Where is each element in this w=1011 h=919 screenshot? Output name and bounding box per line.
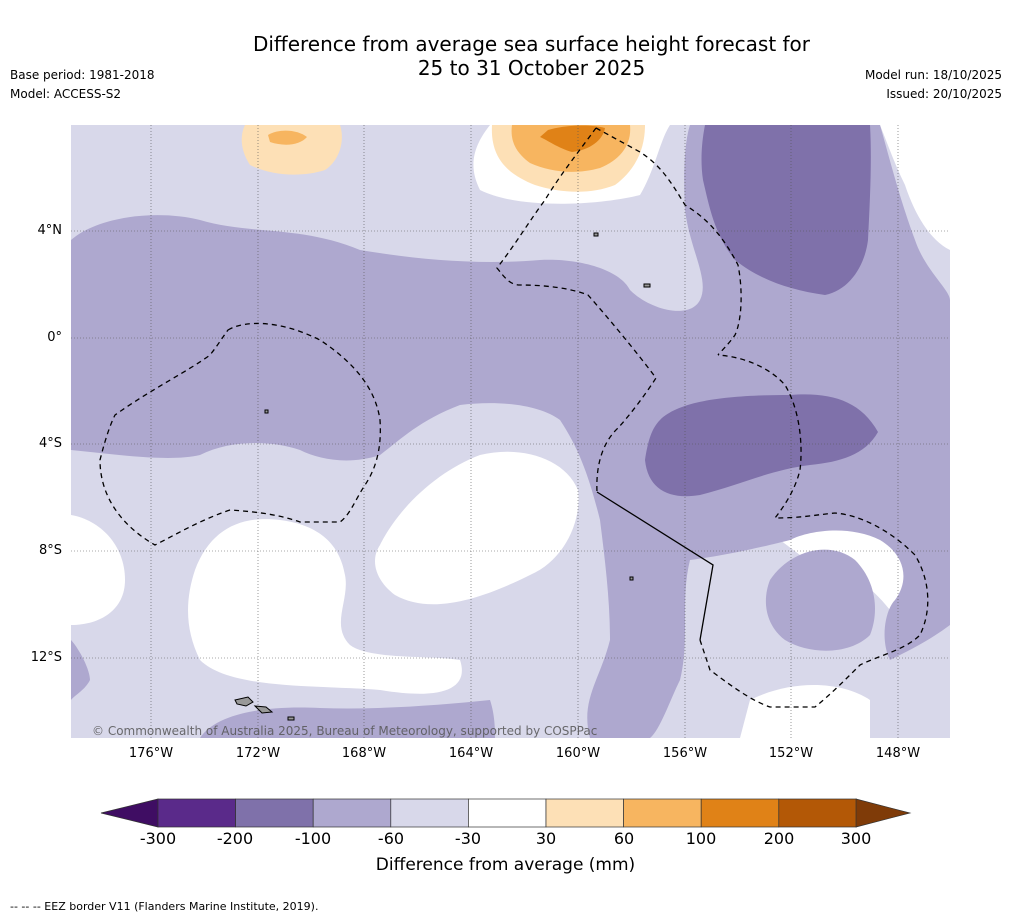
field-band-south — [200, 700, 495, 738]
lon-label-148w: 148°W — [875, 746, 921, 761]
island-dot-5 — [287, 716, 295, 721]
title-line-2: 25 to 31 October 2025 — [417, 56, 646, 80]
lat-label-12s: 12°S — [30, 650, 62, 665]
field-band-southwest-corner — [71, 640, 90, 700]
field-white-west — [71, 515, 125, 625]
lon-label-160w: 160°W — [555, 746, 601, 761]
colorbar-tick-6: 60 — [613, 829, 635, 848]
lon-label-176w: 176°W — [128, 746, 174, 761]
map-title: Difference from average sea surface heig… — [0, 32, 1011, 80]
colorbar-segment-0 — [157, 798, 236, 828]
colorbar-segment-4 — [468, 798, 547, 828]
colorbar-tick-9: 300 — [840, 829, 872, 848]
islands — [234, 232, 651, 721]
lon-label-152w: 152°W — [768, 746, 814, 761]
lat-label-4n: 4°N — [37, 223, 63, 238]
field-white-south — [740, 685, 870, 738]
eez-borders — [99, 127, 929, 708]
colorbar-segment-5 — [545, 798, 624, 828]
eez-legend-note: -- -- -- EEZ border V11 (Flanders Marine… — [10, 900, 319, 913]
colorbar-tick-4: -30 — [454, 829, 482, 848]
eez-border-central-west — [496, 127, 657, 493]
island-dot-3 — [264, 409, 269, 414]
lat-label-0: 0° — [47, 330, 62, 345]
colorbar-segment-1 — [235, 798, 314, 828]
base-period: Base period: 1981-2018 — [10, 68, 155, 82]
colorbar-segment-6 — [623, 798, 702, 828]
field-low-northeast — [701, 125, 871, 295]
sea-level-map — [71, 125, 950, 738]
colorbar-segment-8 — [778, 798, 857, 828]
colorbar-tick-0: -300 — [139, 829, 177, 848]
island-dot-4 — [629, 576, 634, 581]
island-savaii — [253, 705, 274, 714]
colorbar-tick-5: 30 — [535, 829, 557, 848]
lon-label-156w: 156°W — [662, 746, 708, 761]
lon-label-164w: 164°W — [448, 746, 494, 761]
eez-border-west — [99, 322, 381, 546]
colorbar-tick-8: 200 — [763, 829, 795, 848]
lon-label-172w: 172°W — [235, 746, 281, 761]
colorbar-tick-3: -60 — [377, 829, 405, 848]
copyright-notice: © Commonwealth of Australia 2025, Bureau… — [92, 724, 598, 738]
graticule — [71, 125, 950, 738]
colorbar-tick-1: -200 — [216, 829, 254, 848]
island-upolu — [234, 696, 254, 707]
map-field — [71, 125, 950, 738]
colorbar-extend-low — [100, 798, 159, 828]
field-white-north-east — [880, 125, 950, 250]
colorbar-segment-3 — [390, 798, 469, 828]
field-high-north-2-core — [540, 125, 605, 152]
meta-left: Base period: 1981-2018 Model: ACCESS-S2 — [10, 66, 155, 104]
meta-right: Model run: 18/10/2025 Issued: 20/10/2025 — [865, 66, 1002, 104]
model-run: Model run: 18/10/2025 — [864, 68, 1002, 82]
field-high-north-1-core — [268, 130, 307, 145]
field-high-north-1 — [241, 125, 342, 175]
lat-label-4s: 4°S — [38, 436, 62, 451]
title-line-1: Difference from average sea surface heig… — [252, 32, 811, 56]
colorbar-title: Difference from average (mm) — [375, 855, 636, 875]
island-dot-1 — [643, 283, 651, 288]
island-dot-2 — [593, 232, 599, 237]
colorbar-extend-high — [855, 798, 912, 828]
eez-border-solid — [596, 491, 714, 641]
issued-date: Issued: 20/10/2025 — [886, 87, 1002, 101]
colorbar-tick-7: 100 — [685, 829, 717, 848]
colorbar-segment-2 — [312, 798, 392, 828]
colorbar-segment-7 — [700, 798, 780, 828]
model-name: Model: ACCESS-S2 — [10, 87, 122, 101]
lon-label-168w: 168°W — [341, 746, 387, 761]
field-low-central-east — [645, 394, 878, 497]
eez-border-central-north — [595, 127, 742, 356]
lat-label-8s: 8°S — [38, 543, 62, 558]
field-white-central — [375, 451, 579, 605]
colorbar — [100, 798, 912, 828]
field-band-main — [71, 125, 950, 738]
colorbar-tick-2: -100 — [294, 829, 332, 848]
field-band-southeast — [765, 549, 875, 651]
field-white-southwest — [188, 519, 462, 694]
